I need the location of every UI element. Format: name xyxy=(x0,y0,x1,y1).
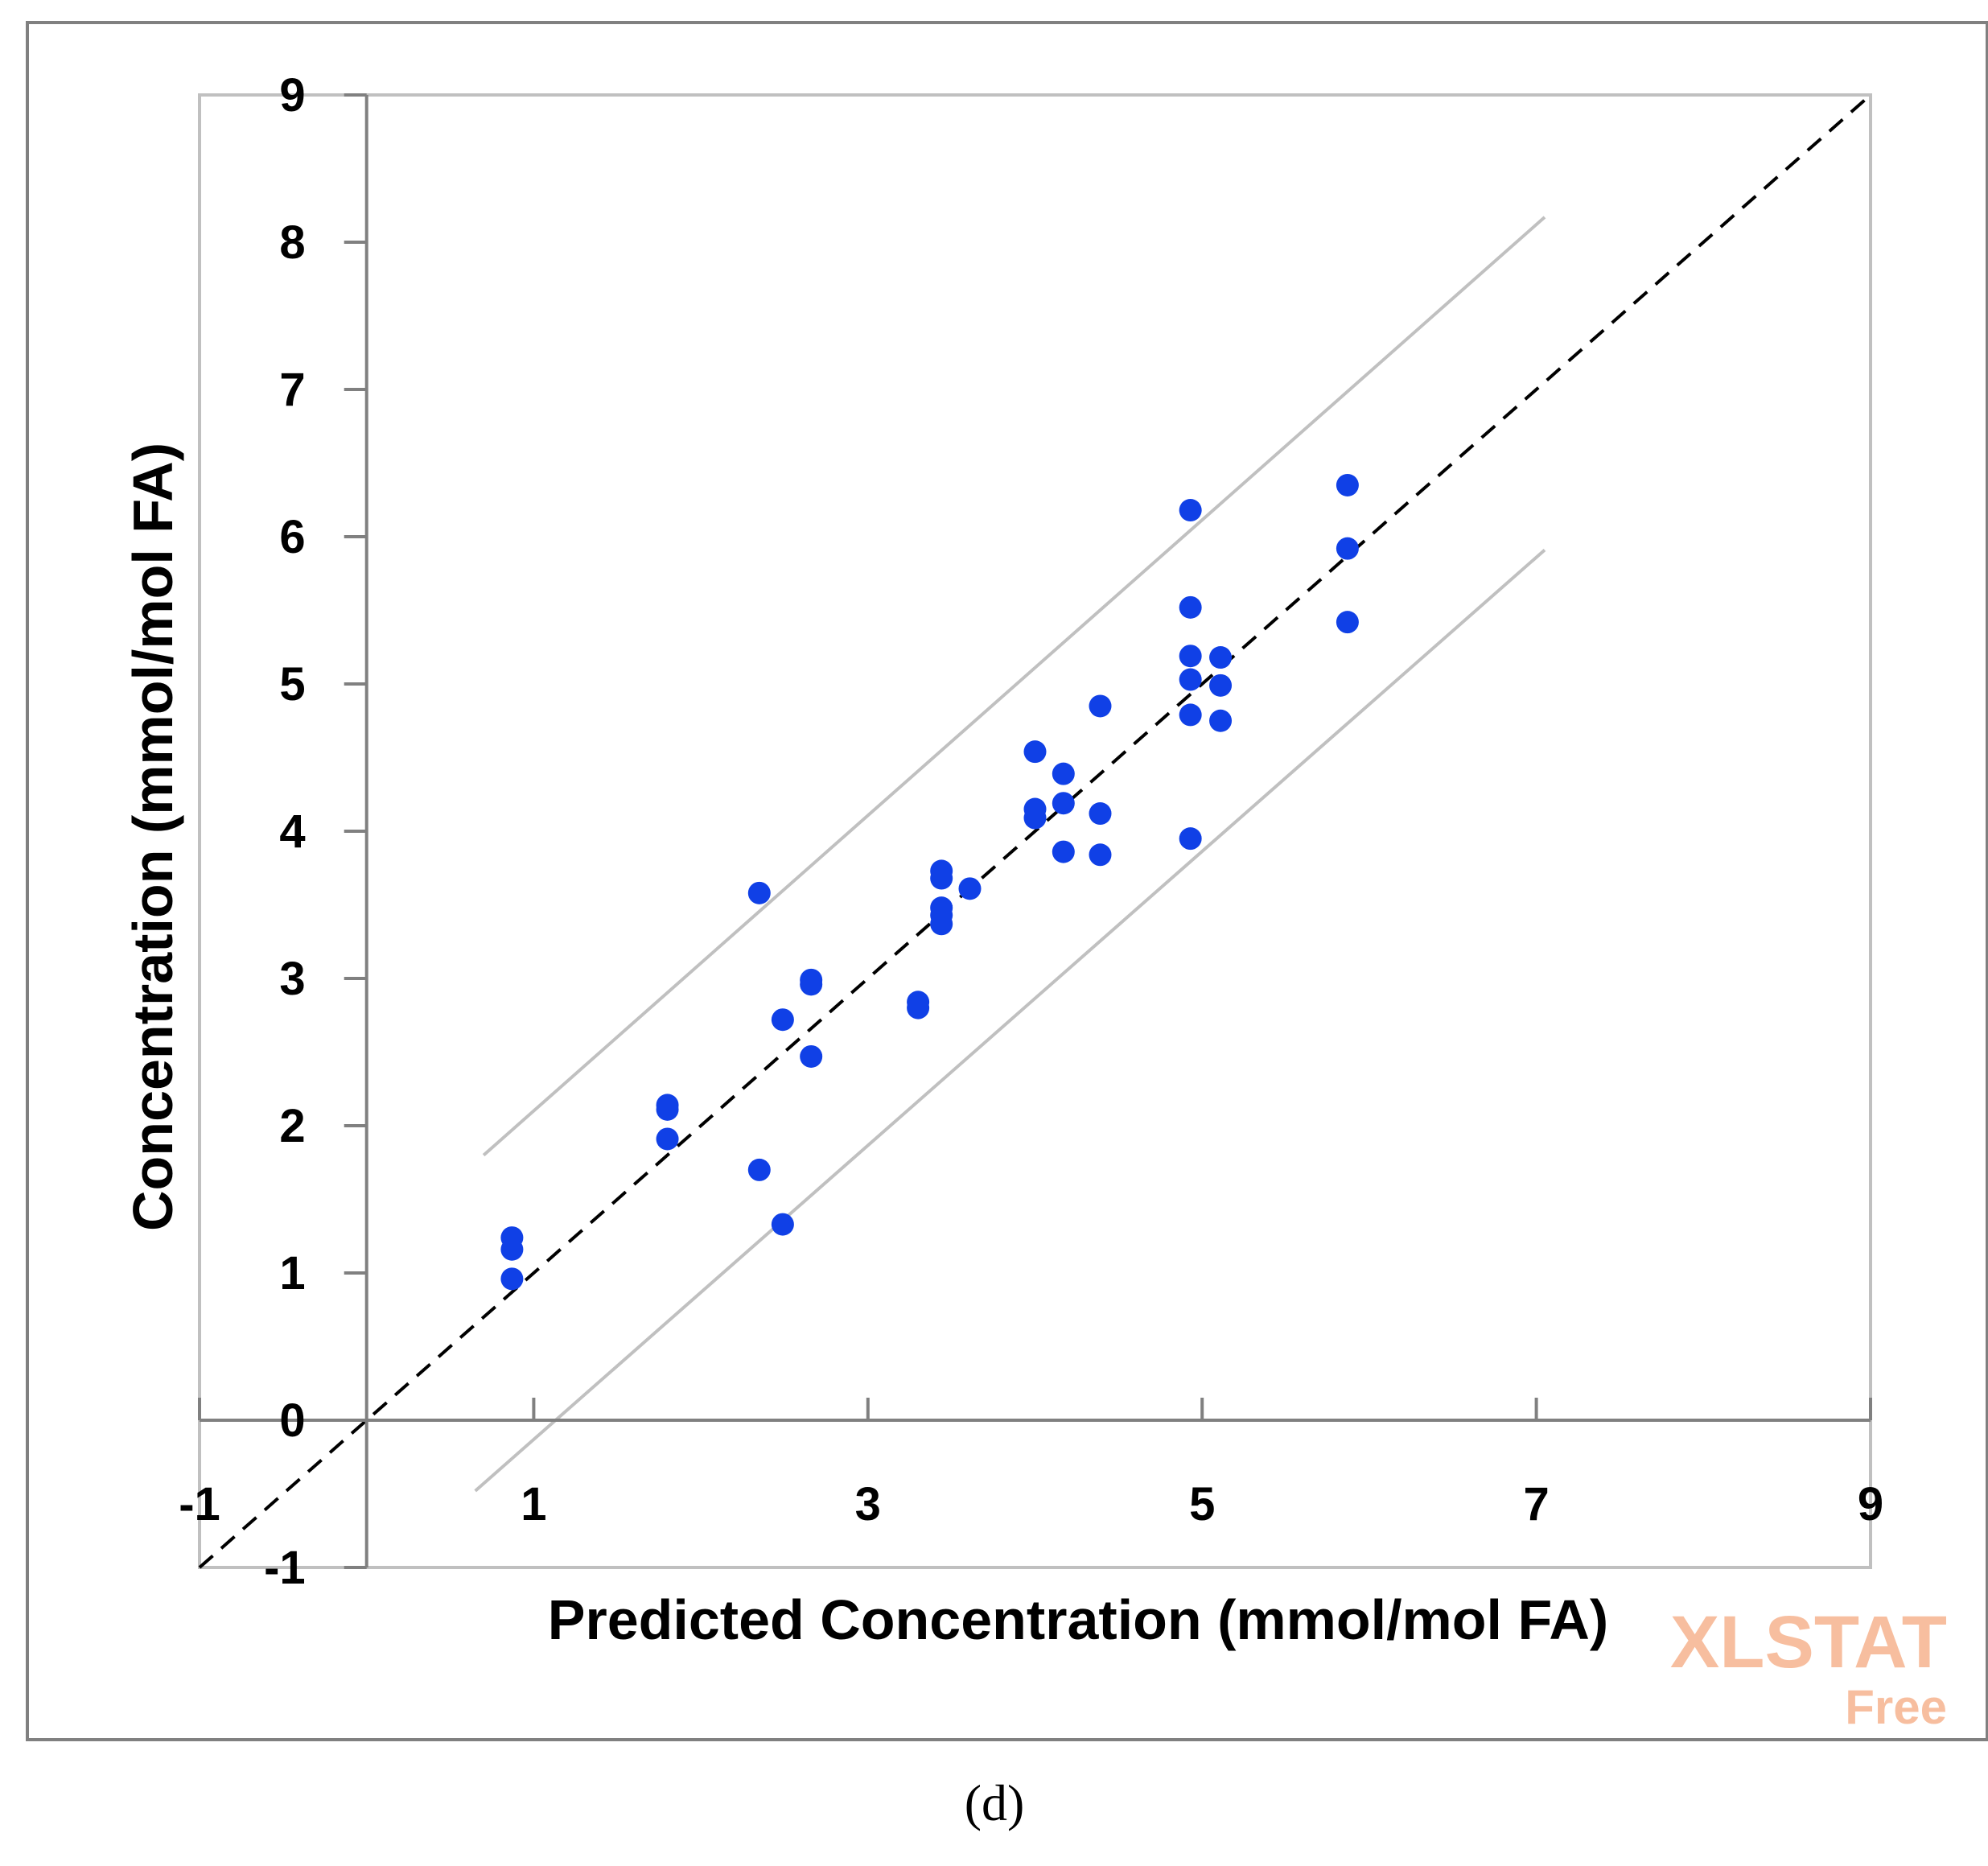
data-point xyxy=(1179,499,1202,522)
data-point xyxy=(1089,694,1112,718)
y-tick-label: 7 xyxy=(279,364,305,416)
data-point xyxy=(1089,802,1112,826)
y-axis-title: Concentration (mmol/mol FA) xyxy=(121,443,184,1231)
data-point xyxy=(771,1213,794,1236)
plot-area-border xyxy=(198,93,1872,1569)
y-axis-ticks: -1 0 1 2 3 4 5 6 7 8 9 xyxy=(264,69,367,1594)
watermark-edition: Free xyxy=(1845,1680,1947,1734)
data-point xyxy=(930,912,953,936)
y-tick-label: 4 xyxy=(279,805,305,858)
outer-frame xyxy=(26,21,1988,1741)
data-point xyxy=(1179,645,1202,668)
y-tick-label: 3 xyxy=(279,953,305,1005)
data-point xyxy=(1336,611,1359,634)
data-point xyxy=(907,996,930,1020)
data-point xyxy=(958,877,982,900)
y-tick-label: 9 xyxy=(279,69,305,122)
data-point xyxy=(1089,843,1112,867)
data-point xyxy=(771,1008,794,1032)
x-axis-title: Predicted Concentration (mmol/mol FA) xyxy=(548,1588,1608,1651)
y-tick-label: -1 xyxy=(264,1542,306,1594)
data-point xyxy=(1336,537,1359,560)
x-tick-label: 9 xyxy=(1858,1478,1883,1530)
y-tick-label: 8 xyxy=(279,216,305,269)
data-point xyxy=(1209,709,1233,732)
y-tick-label: 2 xyxy=(279,1100,305,1152)
data-point xyxy=(1052,762,1075,785)
data-point xyxy=(747,1158,771,1181)
x-axis-ticks: -1 1 3 5 7 9 xyxy=(179,1398,1883,1530)
data-point xyxy=(1023,740,1047,764)
x-tick-label: 3 xyxy=(855,1478,881,1530)
data-point xyxy=(1179,668,1202,691)
data-point xyxy=(800,973,823,996)
y-tick-label: 0 xyxy=(279,1394,305,1447)
identity-line xyxy=(198,93,1872,1569)
data-point xyxy=(500,1238,524,1261)
data-point xyxy=(656,1127,679,1151)
data-point xyxy=(747,881,771,904)
data-point xyxy=(930,867,953,890)
data-point xyxy=(1209,646,1233,669)
x-tick-label: 1 xyxy=(521,1478,546,1530)
y-tick-label: 5 xyxy=(279,658,305,711)
confidence-band-lower xyxy=(474,548,1546,1493)
watermark-brand: XLSTAT xyxy=(1670,1601,1947,1683)
y-tick-label: 1 xyxy=(279,1247,305,1300)
data-point xyxy=(500,1267,524,1291)
x-tick-label: 5 xyxy=(1189,1478,1215,1530)
data-point xyxy=(1179,827,1202,851)
y-tick-label: 6 xyxy=(279,511,305,563)
data-point xyxy=(800,1044,823,1068)
data-point xyxy=(1179,595,1202,619)
data-point xyxy=(1052,840,1075,863)
confidence-bands xyxy=(474,216,1546,1493)
confidence-band-upper xyxy=(482,216,1546,1157)
data-point xyxy=(1209,673,1233,697)
data-point xyxy=(1023,806,1047,830)
data-point xyxy=(1052,792,1075,815)
data-point xyxy=(656,1098,679,1121)
data-point xyxy=(1179,703,1202,727)
data-points xyxy=(500,473,1359,1291)
x-tick-label: 7 xyxy=(1523,1478,1549,1530)
x-tick-label: -1 xyxy=(179,1478,220,1530)
figure-caption: (d) xyxy=(965,1774,1025,1831)
data-point xyxy=(1336,473,1359,496)
